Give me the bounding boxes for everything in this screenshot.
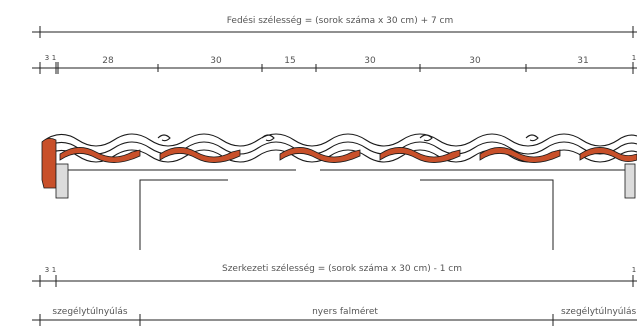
right-batten [624, 163, 636, 199]
right-overhang-label: szegélytúlnyúlás [561, 306, 637, 317]
dimension-value: 1 [52, 54, 56, 62]
dimension-value: 30 [210, 56, 222, 66]
tile-wave-profile [41, 133, 637, 163]
left-wall-outline [139, 179, 228, 250]
right-wall-outline [420, 179, 554, 250]
dimension-value: 15 [284, 56, 295, 66]
left-batten [55, 163, 69, 199]
dimension-value: 30 [469, 56, 481, 66]
dimension-value: 1 [632, 266, 636, 274]
dimension-value: 28 [102, 56, 114, 66]
dimension-value: 1 [632, 54, 636, 62]
structural-width-label: Szerkezeti szélesség = (sorok száma x 30… [222, 263, 462, 274]
row-dimension-ticks [39, 62, 634, 74]
dimension-value: 3 [45, 266, 49, 274]
raw-wall-label: nyers falméret [312, 306, 378, 317]
top-width-label: Fedési szélesség = (sorok száma x 30 cm)… [227, 15, 454, 26]
dimension-value: 1 [52, 266, 56, 274]
dimension-value: 30 [364, 56, 376, 66]
dimension-value: 3 [45, 54, 49, 62]
dimension-value: 31 [577, 56, 588, 66]
left-overhang-label: szegélytúlnyúlás [52, 306, 128, 317]
left-verge-tile [41, 138, 57, 189]
